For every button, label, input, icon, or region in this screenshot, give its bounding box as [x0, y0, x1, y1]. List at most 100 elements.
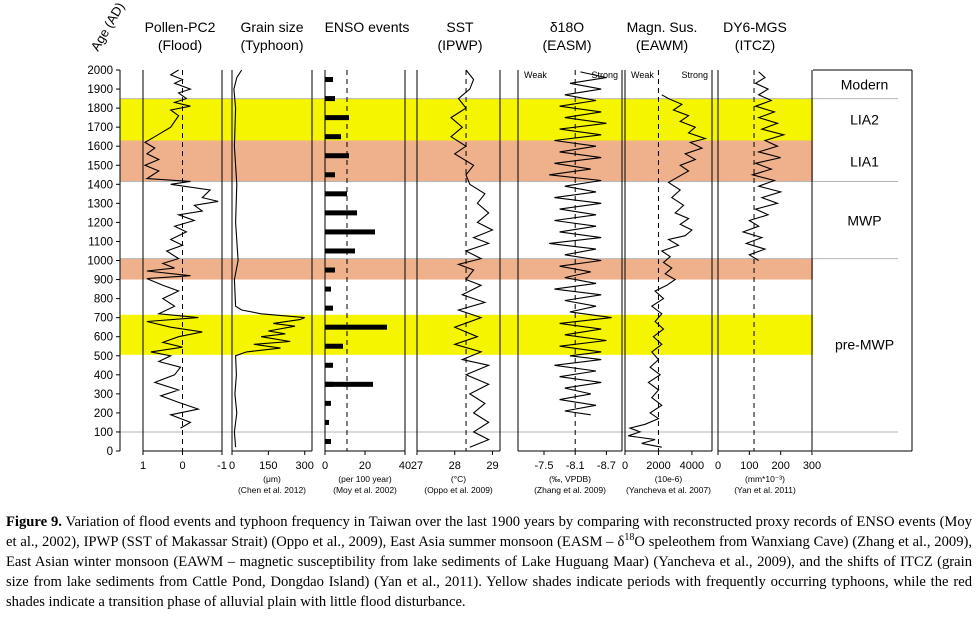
- panel-magn-sus: Magn. Sus. (EAWM) 0 2000 4000 (10e-6)(Yanchev…: [622, 19, 713, 495]
- x-tick-label: 300: [803, 460, 821, 472]
- enso-bar: [325, 381, 373, 387]
- period-label: Modern: [841, 76, 888, 92]
- age-tick-label: 1800: [87, 103, 113, 115]
- strong-note: Strong: [591, 70, 618, 80]
- panel-unit: (10e-6): [655, 474, 683, 484]
- enso-bar: [325, 343, 343, 349]
- panel-unit: (‰, VPDB): [549, 474, 591, 484]
- x-tick-label: 29: [486, 460, 498, 472]
- age-tick-label: 1600: [87, 141, 113, 153]
- series-line: [450, 69, 494, 448]
- x-tick-label: 27: [411, 460, 423, 472]
- series-line: [628, 94, 708, 448]
- series-line: [143, 69, 219, 429]
- weak-note: Weak: [524, 70, 547, 80]
- age-tick-label: 1200: [87, 217, 113, 229]
- enso-bar: [325, 286, 331, 292]
- panel-source: (Zhang et al. 2009): [534, 485, 606, 495]
- series-line: [233, 69, 305, 448]
- x-tick-label: 40: [399, 460, 411, 472]
- caption-label: Figure 9.: [6, 514, 62, 530]
- enso-bar: [325, 438, 331, 444]
- enso-bar: [325, 115, 349, 121]
- period-label: pre-MWP: [835, 336, 894, 352]
- enso-bar: [325, 324, 387, 330]
- panel-unit: (μm): [263, 474, 281, 484]
- panel-subtitle: (EASM): [543, 37, 592, 53]
- x-tick-label: 4000: [680, 460, 704, 472]
- panel-unit: (°C): [451, 474, 466, 484]
- enso-bar: [325, 153, 349, 159]
- enso-bar: [325, 419, 329, 425]
- enso-bar: [325, 362, 333, 368]
- age-tick-label: 0: [107, 446, 113, 458]
- panel-title: Magn. Sus.: [627, 19, 698, 35]
- panel-subtitle: (IPWP): [437, 37, 482, 53]
- panel-title: Pollen-PC2: [145, 19, 216, 35]
- age-tick-label: 700: [94, 313, 113, 325]
- enso-bar: [325, 210, 357, 216]
- period-label: LIA2: [850, 112, 879, 128]
- age-tick-label: 1500: [87, 160, 113, 172]
- enso-bar: [325, 229, 375, 235]
- x-tick-label: 20: [359, 460, 371, 472]
- x-tick-label: 100: [740, 460, 758, 472]
- weak-note: Weak: [631, 70, 654, 80]
- enso-bar: [325, 267, 335, 273]
- period-labels: Modern LIA2 LIA1 MWP pre-MWP: [835, 76, 894, 352]
- panel-title: SST: [446, 19, 474, 35]
- age-tick-label: 200: [94, 408, 113, 420]
- panel-unit: (mm*10⁻³): [745, 474, 785, 484]
- panel-subtitle: (ITCZ): [735, 37, 775, 53]
- panel-source: (Yan et al. 2011): [734, 485, 796, 495]
- age-tick-label: 900: [94, 275, 113, 287]
- enso-bar: [325, 134, 341, 140]
- panel-source: (Moy et al. 2002): [333, 485, 397, 495]
- panel-source: (Oppo et al. 2009): [424, 485, 493, 495]
- x-tick-label: 0: [179, 460, 185, 472]
- x-tick-label: 2000: [646, 460, 670, 472]
- enso-bar: [325, 400, 331, 406]
- period-dividers: [120, 98, 898, 433]
- panel-dy6-mgs: DY6-MGS (ITCZ) 0 100 200 300 (mm*10⁻³)(Yan et …: [715, 19, 821, 495]
- panel-title: ENSO events: [325, 19, 410, 35]
- enso-bar: [325, 191, 347, 197]
- age-tick-label: 1900: [87, 84, 113, 96]
- panel-subtitle: (Typhoon): [240, 37, 303, 53]
- age-axis: 0 100 200 300 400 500 600 700 800 900 1000 1100 1200…: [87, 65, 121, 458]
- x-tick-label: 28: [449, 460, 461, 472]
- x-tick-label: -7.5: [535, 460, 554, 472]
- enso-bar: [325, 248, 355, 254]
- panel-title: DY6-MGS: [723, 19, 787, 35]
- age-tick-label: 1100: [88, 236, 113, 248]
- caption-text-2: O speleothem from Wanxiang Cave) (Zhang …: [6, 534, 972, 610]
- panel-title: Grain size: [240, 19, 303, 35]
- figure-caption: Figure 9. Variation of flood events and …: [6, 512, 972, 612]
- panel-subtitle: (EAWM): [636, 37, 688, 53]
- panel-enso-events: ENSO events 0 20 40 (per 100 year)(Moy et al…: [322, 19, 411, 495]
- x-tick-label: 0: [622, 460, 628, 472]
- age-tick-label: 400: [94, 370, 113, 382]
- x-tick-label: -1: [217, 460, 227, 472]
- period-label: MWP: [847, 212, 881, 228]
- series-line: [549, 71, 612, 416]
- panel-frames: [813, 69, 913, 452]
- panel-unit: (per 100 year): [338, 474, 392, 484]
- x-tick-label: 1: [140, 460, 146, 472]
- age-tick-label: 1000: [87, 256, 113, 268]
- enso-bar: [325, 96, 335, 102]
- enso-bar: [325, 77, 333, 83]
- age-tick-label: 1400: [87, 179, 113, 191]
- x-tick-label: -8.1: [566, 460, 585, 472]
- age-tick-label: 1300: [87, 198, 113, 210]
- enso-bar: [325, 172, 335, 178]
- age-tick-label: 100: [94, 427, 113, 439]
- x-tick-label: 300: [296, 460, 314, 472]
- age-axis-label: Age (AD): [88, 0, 128, 53]
- enso-bar: [325, 305, 333, 311]
- panel-source: (Yancheva et al. 2007): [626, 485, 711, 495]
- age-tick-label: 500: [94, 351, 113, 363]
- panel-d18o: δ18O (EASM) -7.5 -8.1 -8.7 (‰, VPDB)(Zhang et…: [517, 19, 623, 495]
